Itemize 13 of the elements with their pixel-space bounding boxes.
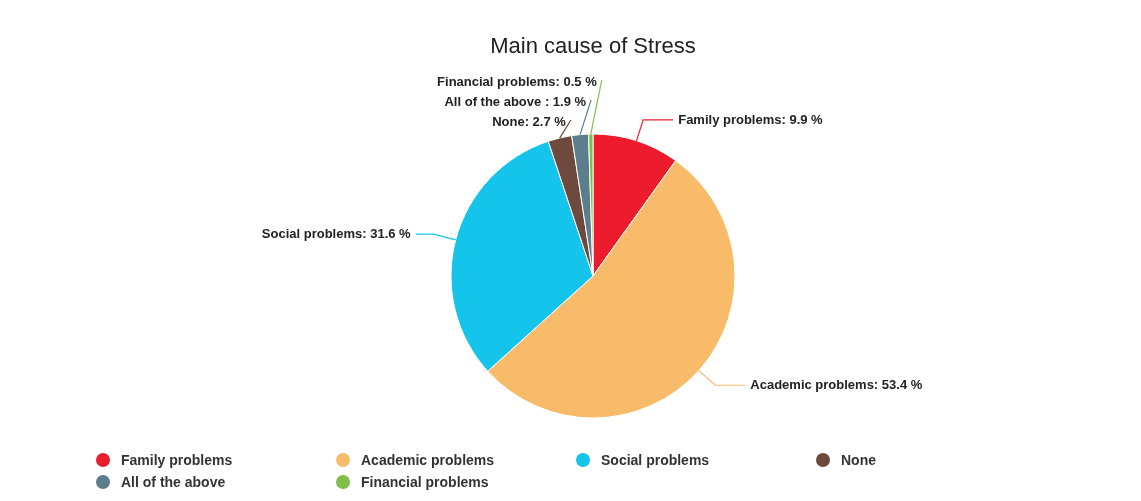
- data-label: Financial problems: 0.5 %: [437, 74, 598, 89]
- data-label: All of the above : 1.9 %: [444, 94, 587, 109]
- data-label: Family problems: 9.9 %: [678, 111, 824, 127]
- chart-title: Main cause of Stress: [490, 33, 696, 58]
- legend-label: Academic problems: [361, 452, 495, 468]
- legend-label: None: [841, 452, 877, 468]
- data-label: Academic problems: 53.4 %: [750, 377, 923, 393]
- data-label: Social problems: 31.6 %: [261, 226, 412, 242]
- legend-label: Family problems: [121, 452, 233, 468]
- legend-label: Financial problems: [361, 474, 489, 490]
- legend-label: Social problems: [601, 452, 710, 468]
- data-label: None: 2.7 %: [492, 114, 567, 129]
- legend-label: All of the above: [121, 474, 226, 490]
